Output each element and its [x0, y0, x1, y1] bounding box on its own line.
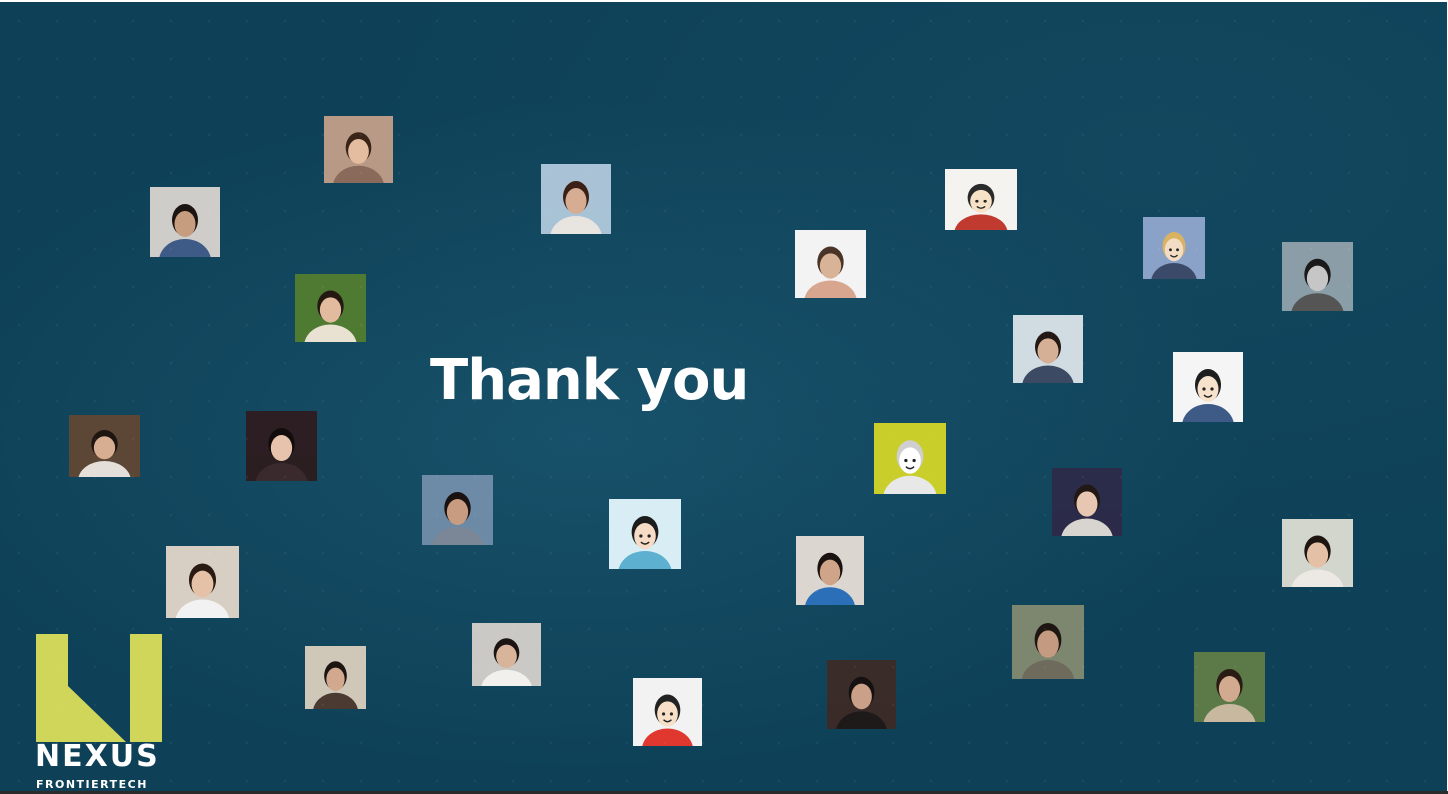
- person-photo-icon: [827, 660, 896, 729]
- participant-avatar: [1013, 315, 1083, 383]
- participant-avatar: [1143, 217, 1205, 279]
- participant-avatar: [609, 499, 681, 569]
- participant-avatar: [1012, 605, 1084, 679]
- participant-avatar: [541, 164, 611, 234]
- person-photo-icon: [541, 164, 611, 234]
- participant-avatar: [150, 187, 220, 257]
- slide-title: Thank you: [430, 348, 749, 413]
- participant-avatar: [246, 411, 317, 481]
- cartoon-avatar-icon: [1143, 217, 1205, 279]
- person-photo-icon: [246, 411, 317, 481]
- cartoon-avatar-icon: [633, 678, 702, 746]
- participant-avatar: [1282, 519, 1353, 587]
- nexus-logo-icon: [36, 634, 162, 742]
- cartoon-avatar-icon: [1173, 352, 1243, 422]
- participant-avatar: [305, 646, 366, 709]
- participant-avatar: [874, 423, 946, 494]
- person-photo-icon: [324, 116, 393, 183]
- person-photo-icon: [1282, 519, 1353, 587]
- person-photo-icon: [295, 274, 366, 342]
- person-photo-icon: [150, 187, 220, 257]
- person-photo-icon: [305, 646, 366, 709]
- participant-avatar: [166, 546, 239, 618]
- logo-wordmark: NEXUS: [35, 739, 160, 774]
- cartoon-avatar-icon: [609, 499, 681, 569]
- person-photo-icon: [1013, 315, 1083, 383]
- participant-avatar: [1052, 468, 1122, 536]
- person-photo-icon: [795, 230, 866, 298]
- person-photo-icon: [1282, 242, 1353, 311]
- participant-avatar: [295, 274, 366, 342]
- person-photo-icon: [69, 415, 140, 477]
- person-photo-icon: [1012, 605, 1084, 679]
- person-photo-icon: [1052, 468, 1122, 536]
- participant-avatar: [1282, 242, 1353, 311]
- participant-avatar: [633, 678, 702, 746]
- cartoon-avatar-icon: [945, 169, 1017, 230]
- person-photo-icon: [796, 536, 864, 605]
- logo-subtitle: FRONTIERTECH: [36, 778, 148, 791]
- cartoon-avatar-icon: [874, 423, 946, 494]
- person-photo-icon: [166, 546, 239, 618]
- person-photo-icon: [472, 623, 541, 686]
- participant-avatar: [945, 169, 1017, 230]
- participant-avatar: [1194, 652, 1265, 722]
- logo-mark-left: [36, 634, 126, 742]
- participant-avatar: [324, 116, 393, 183]
- participant-avatar: [795, 230, 866, 298]
- participant-avatar: [69, 415, 140, 477]
- bottom-edge: [0, 791, 1448, 794]
- participant-avatar: [1173, 352, 1243, 422]
- person-photo-icon: [1194, 652, 1265, 722]
- participant-avatar: [827, 660, 896, 729]
- participant-avatar: [472, 623, 541, 686]
- person-photo-icon: [422, 475, 493, 545]
- participant-avatar: [422, 475, 493, 545]
- logo-mark-right: [130, 634, 162, 742]
- participant-avatar: [796, 536, 864, 605]
